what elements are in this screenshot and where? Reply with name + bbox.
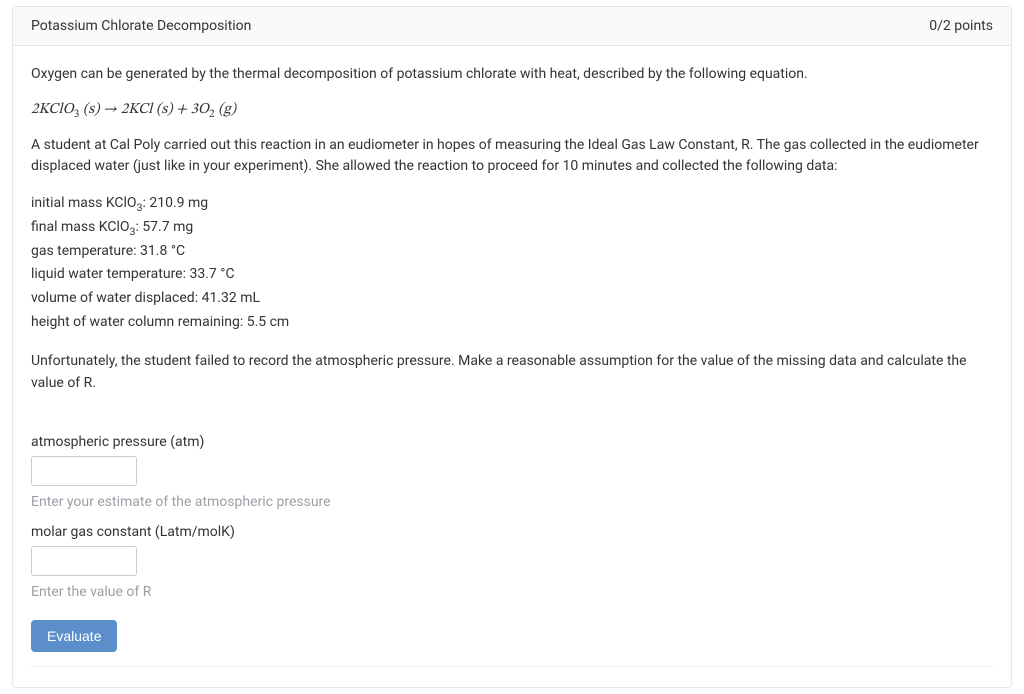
chemical-equation: 2KClO3 (s) → 2KCl (s) + 3O2 (g)	[31, 100, 993, 119]
data-value: 210.9 mg	[149, 195, 208, 211]
data-row: gas temperature: 31.8 °C	[31, 240, 993, 264]
question-title: Potassium Chlorate Decomposition	[31, 18, 251, 34]
data-label: height of water column remaining:	[31, 314, 243, 330]
r-label: molar gas constant (Latm/molK)	[31, 524, 993, 540]
divider	[31, 666, 993, 667]
atm-hint: Enter your estimate of the atmospheric p…	[31, 494, 993, 510]
data-label: volume of water displaced:	[31, 290, 198, 306]
field-group-atm: atmospheric pressure (atm) Enter your es…	[31, 434, 993, 510]
data-value: 5.5 cm	[247, 314, 290, 330]
data-list: initial mass KClO3: 210.9 mg final mass …	[31, 192, 993, 335]
data-row: final mass KClO3: 57.7 mg	[31, 216, 993, 240]
card-body: Oxygen can be generated by the thermal d…	[13, 46, 1011, 687]
data-value: 33.7 °C	[189, 266, 234, 282]
data-label: liquid water temperature:	[31, 266, 186, 282]
data-value: 41.32 mL	[202, 290, 260, 306]
data-value: 57.7 mg	[142, 219, 193, 235]
data-row: initial mass KClO3: 210.9 mg	[31, 192, 993, 216]
data-row: liquid water temperature: 33.7 °C	[31, 263, 993, 287]
field-group-r: molar gas constant (Latm/molK) Enter the…	[31, 524, 993, 600]
r-input[interactable]	[31, 546, 137, 576]
points-badge: 0/2 points	[929, 18, 993, 34]
question-card: Potassium Chlorate Decomposition 0/2 poi…	[12, 6, 1012, 688]
data-row: height of water column remaining: 5.5 cm	[31, 311, 993, 335]
atm-input[interactable]	[31, 456, 137, 486]
card-header: Potassium Chlorate Decomposition 0/2 poi…	[13, 7, 1011, 46]
followup-text: Unfortunately, the student failed to rec…	[31, 351, 993, 394]
data-value: 31.8 °C	[140, 243, 185, 259]
context-text: A student at Cal Poly carried out this r…	[31, 135, 993, 178]
atm-label: atmospheric pressure (atm)	[31, 434, 993, 450]
data-label: initial mass KClO3:	[31, 195, 146, 211]
data-label: final mass KClO3:	[31, 219, 139, 235]
intro-text: Oxygen can be generated by the thermal d…	[31, 64, 993, 86]
r-hint: Enter the value of R	[31, 584, 993, 600]
data-label: gas temperature:	[31, 243, 137, 259]
evaluate-button[interactable]: Evaluate	[31, 620, 117, 652]
data-row: volume of water displaced: 41.32 mL	[31, 287, 993, 311]
